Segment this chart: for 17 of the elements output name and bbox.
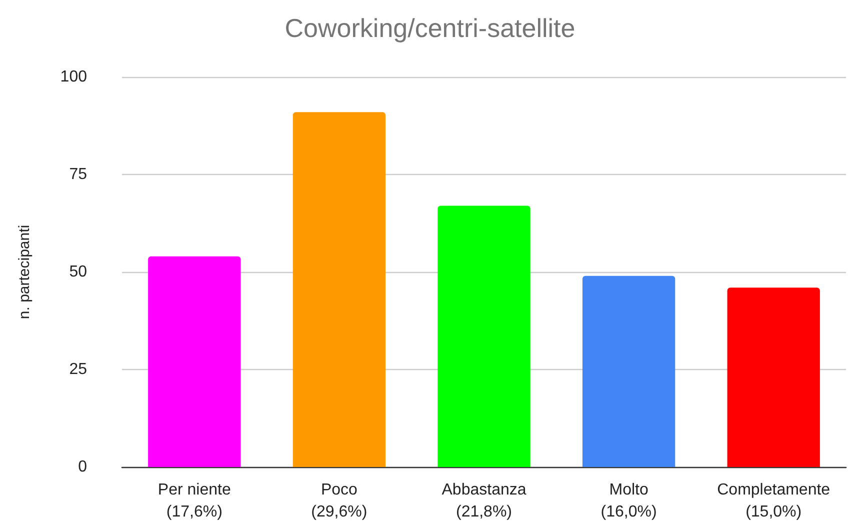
- bar: [292, 112, 386, 467]
- y-tick-label: 100: [60, 68, 88, 86]
- y-tick-label: 25: [69, 361, 88, 378]
- y-tick-label: 50: [69, 264, 88, 280]
- x-tick-label: Poco (29,6%): [311, 482, 368, 520]
- y-axis-title: n. partecipanti: [16, 224, 33, 320]
- x-tick-label: Molto (16,0%): [600, 482, 657, 520]
- bar: [727, 288, 820, 467]
- x-tick-label: Completamente (15,0%): [717, 482, 830, 520]
- y-tick-label: 0: [78, 458, 88, 476]
- y-tick-label: 75: [69, 166, 88, 183]
- chart-title: Coworking/centri-satellite: [284, 13, 576, 43]
- bar: [438, 206, 530, 467]
- x-tick-label: Abbastanza (21,8%): [442, 482, 526, 520]
- x-tick-label: Per niente (17,6%): [158, 482, 231, 520]
- bar: [582, 276, 676, 467]
- bar: [148, 256, 241, 467]
